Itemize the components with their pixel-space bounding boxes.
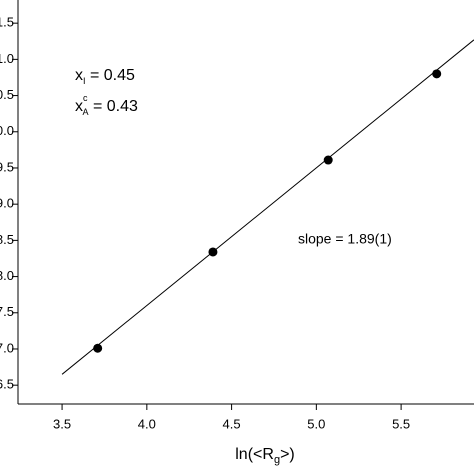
x-tick-label: 5.0 [307, 416, 325, 431]
ann-text: = 0.43 [89, 98, 138, 115]
ann-base: x [75, 98, 83, 115]
y-tick-label: 9.0 [0, 196, 14, 211]
y-tick-label: 11.5 [0, 15, 14, 30]
y-tick-label: 7.5 [0, 304, 14, 319]
ann-text: = 0.45 [86, 67, 135, 84]
point [432, 69, 442, 79]
y-tick-label: 10.0 [0, 123, 14, 138]
x-label-sub: g [274, 454, 280, 466]
x-tick-label: 3.5 [53, 416, 71, 431]
ann-sub: A [83, 107, 89, 117]
annotation: xc A = 0.43 [75, 93, 138, 117]
point [208, 247, 218, 257]
x-axis-label: ln(<Rg>) [235, 446, 294, 466]
y-tick-label: 10.5 [0, 87, 14, 102]
point [323, 155, 333, 165]
ann-sub: I [83, 76, 86, 86]
ann-sup: c [83, 93, 88, 103]
fit-line [61, 39, 474, 375]
point [93, 343, 103, 353]
y-tick-label: 7.0 [0, 340, 14, 355]
ann-base: x [75, 67, 83, 84]
y-tick-label: 9.5 [0, 159, 14, 174]
x-tick-label: 4.0 [138, 416, 156, 431]
y-tick-label: 6.5 [0, 377, 14, 392]
annotation: slope = 1.89(1) [298, 231, 392, 247]
x-tick-label: 4.5 [223, 416, 241, 431]
x-tick-label: 5.5 [392, 416, 410, 431]
annotation: xI = 0.45 [75, 67, 135, 86]
y-tick-label: 11.0 [0, 51, 14, 66]
y-tick-label: 8.0 [0, 268, 14, 283]
y-tick-label: 8.5 [0, 232, 14, 247]
x-label-main: ln(<R [235, 446, 274, 463]
x-label-tail: >) [280, 446, 295, 463]
